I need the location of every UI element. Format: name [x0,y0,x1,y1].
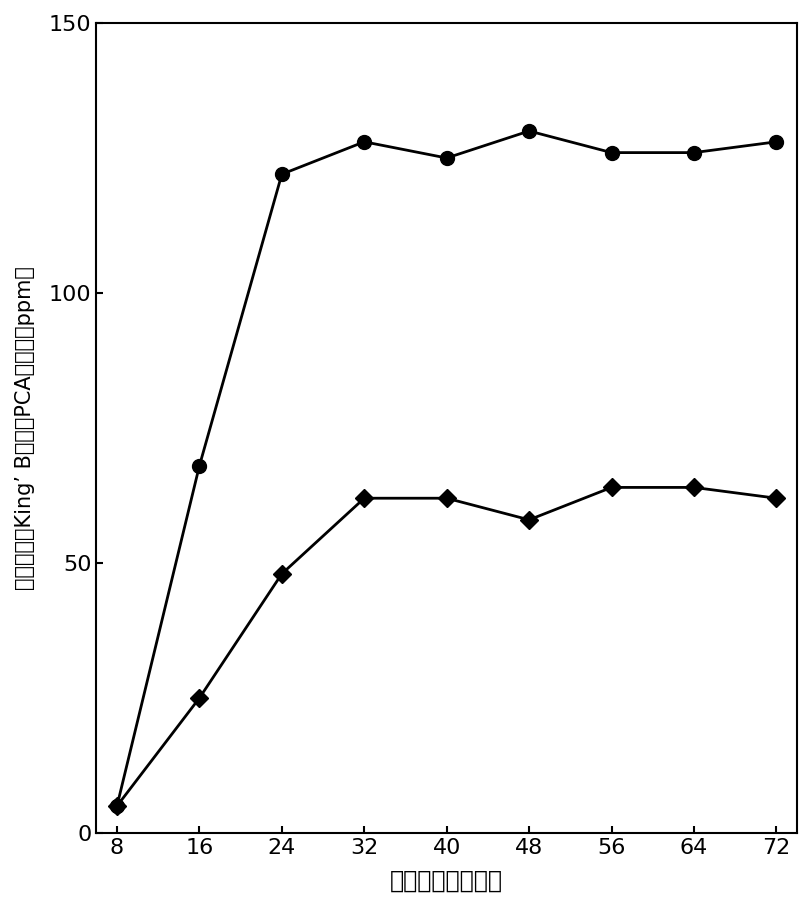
Y-axis label: 两种菌株在King’ B中合成PCA的浓度（ppm）: 两种菌株在King’ B中合成PCA的浓度（ppm） [15,266,35,590]
X-axis label: 发酵时间（小时）: 发酵时间（小时） [390,869,503,893]
